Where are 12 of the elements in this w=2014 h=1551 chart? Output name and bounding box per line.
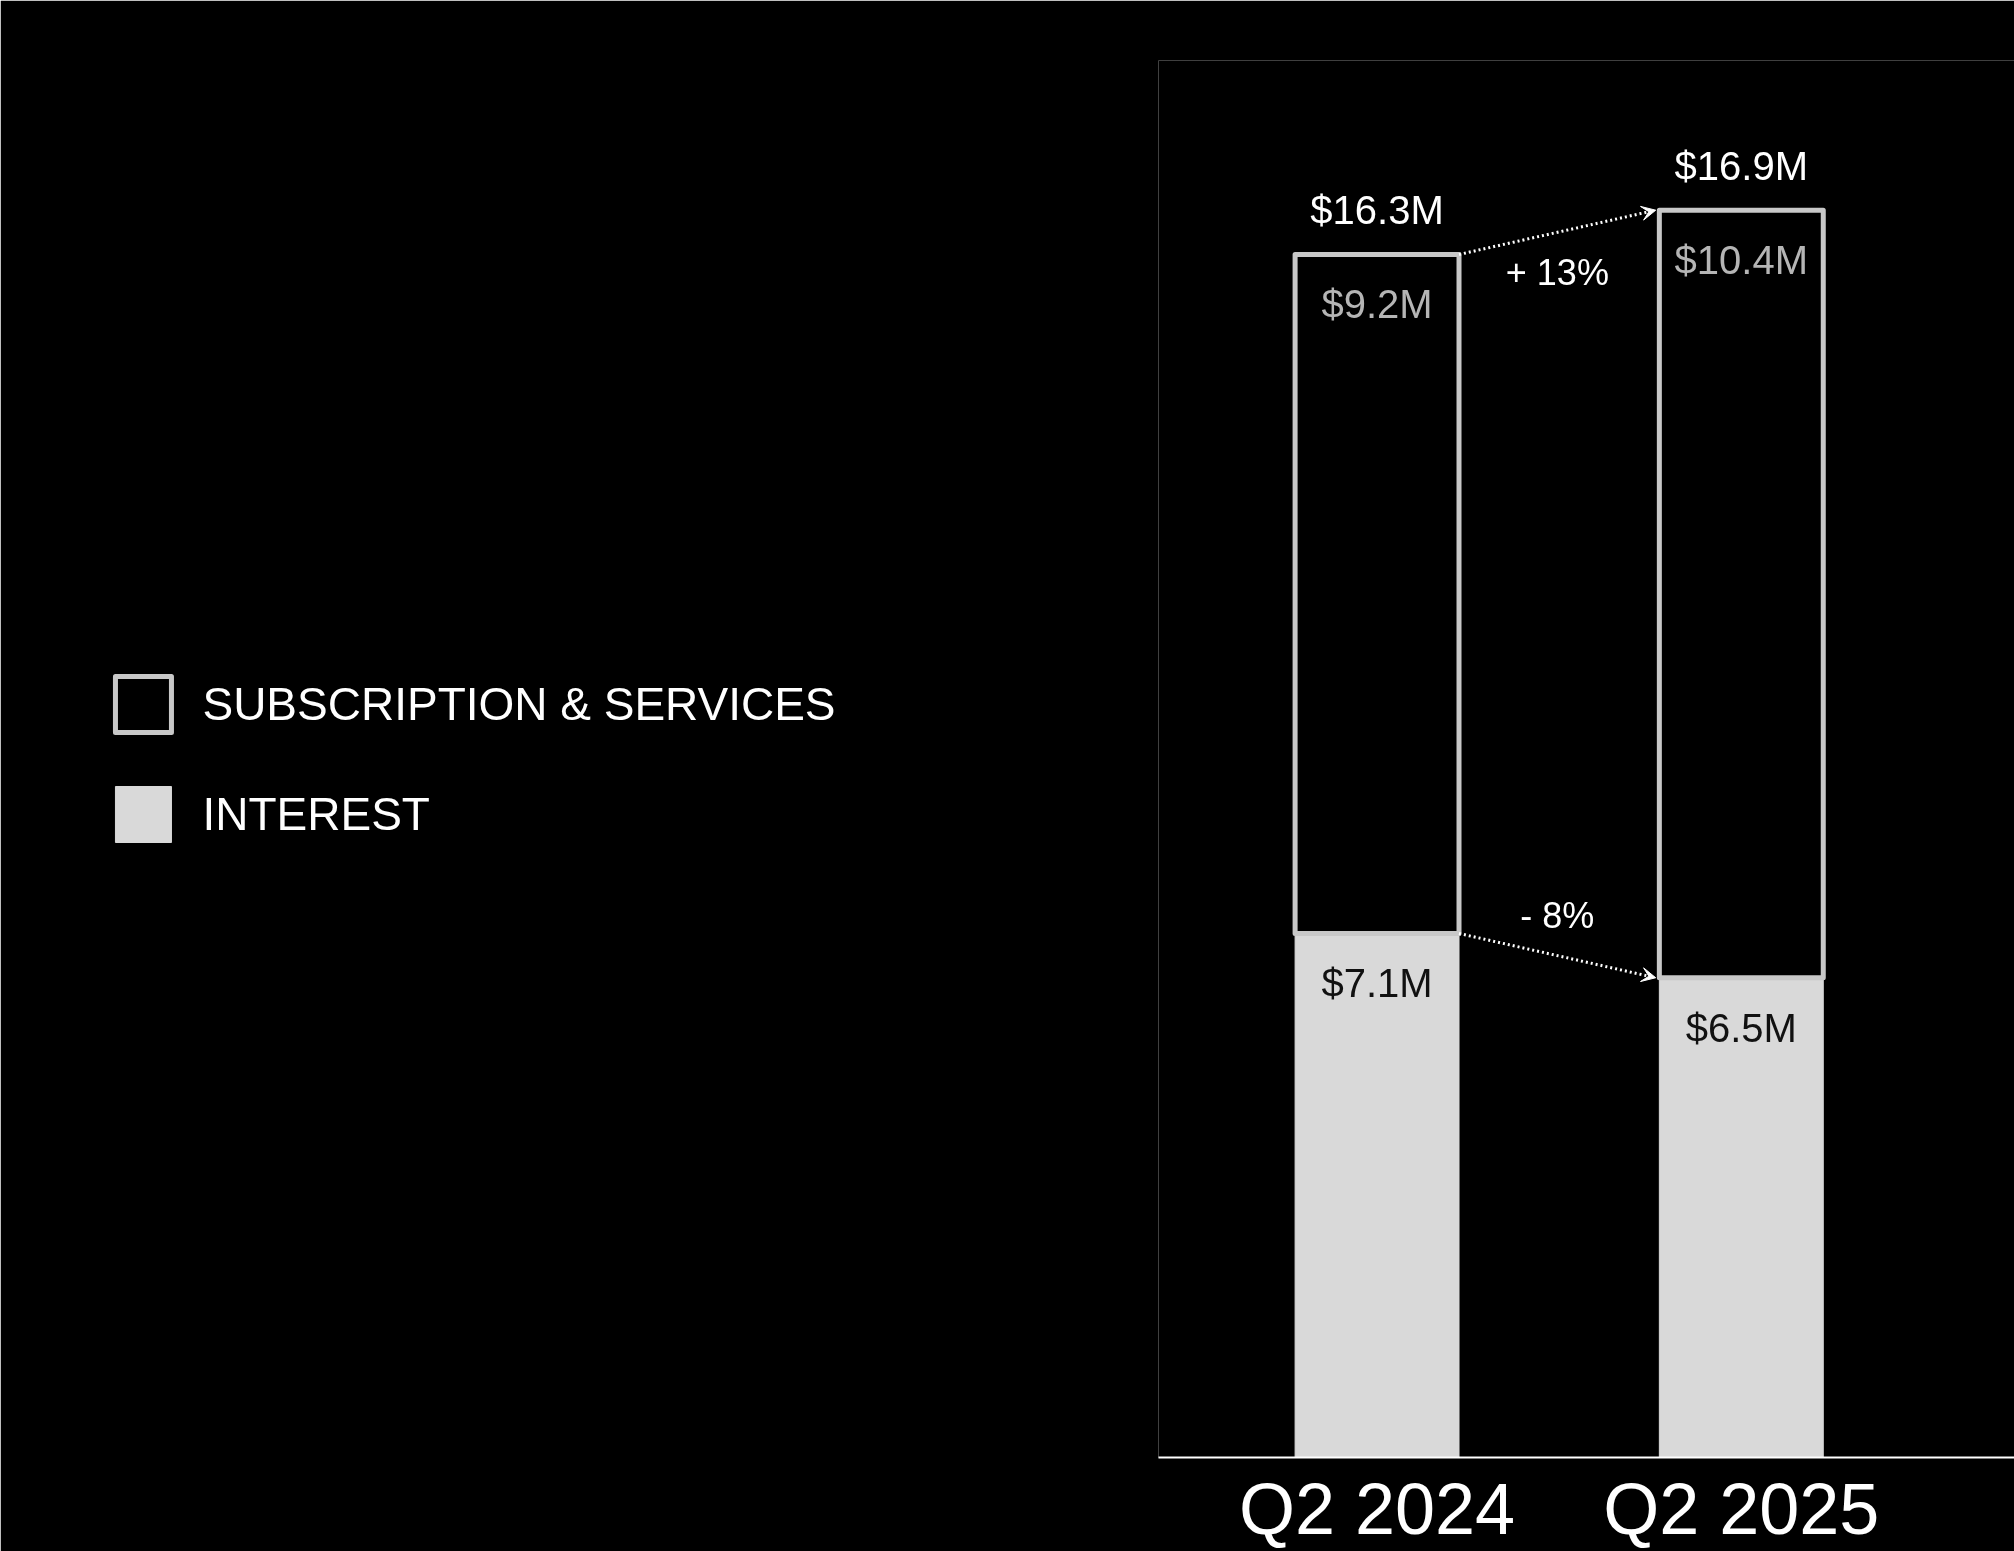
data-label: $9.2M [1321, 282, 1433, 327]
total-label: $16.9M [1674, 144, 1809, 189]
legend-label: INTEREST [202, 786, 430, 841]
total-label: $16.3M [1310, 188, 1444, 233]
legend-label: SUBSCRIPTION & SERVICES [202, 676, 836, 731]
data-label: $7.1M [1321, 961, 1433, 1006]
data-label: $10.4M [1674, 238, 1809, 283]
x-tick-label: Q2 2025 [1603, 1468, 1880, 1549]
annotation: - 8% [1520, 895, 1595, 937]
annotation: + 13% [1505, 251, 1609, 293]
x-tick-label: Q2 2024 [1238, 1468, 1516, 1549]
data-label: $6.5M [1685, 1005, 1797, 1050]
